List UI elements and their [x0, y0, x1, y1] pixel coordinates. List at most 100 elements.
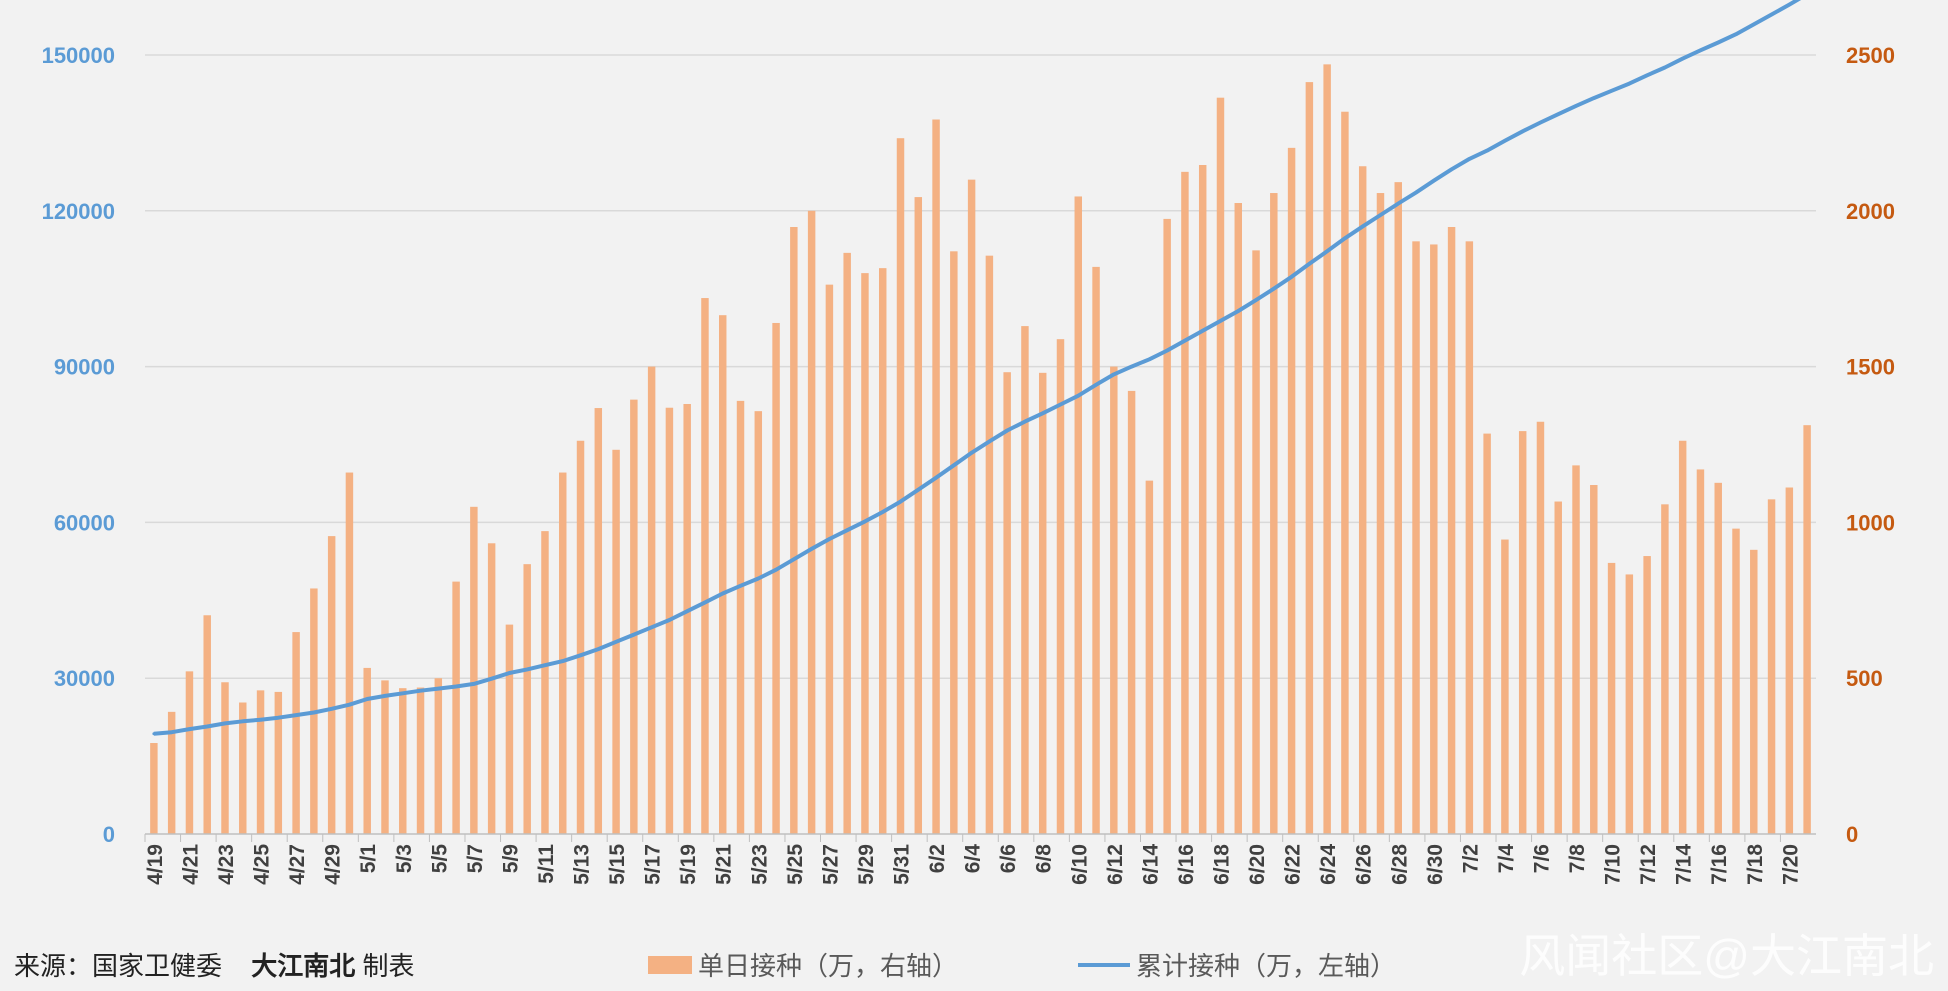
line-series: [152, 0, 1802, 736]
line-point: [1112, 372, 1116, 376]
bar: [345, 472, 354, 834]
bar: [185, 671, 194, 834]
bar: [878, 268, 887, 834]
bar: [1447, 227, 1456, 835]
bar: [1163, 218, 1171, 834]
legend-label-bar: 单日接种（万，右轴）: [698, 951, 959, 981]
bar: [1714, 482, 1722, 834]
line-point: [1059, 403, 1062, 406]
x-tick-label: 5/7: [464, 844, 487, 873]
y-left-tick-label: 0: [103, 822, 115, 847]
y-right-tick-label: 500: [1846, 666, 1883, 691]
x-tick-label: 5/3: [393, 844, 416, 873]
x-tick-label: 6/16: [1175, 844, 1198, 885]
bar: [541, 531, 549, 834]
x-tick-label: 7/14: [1673, 844, 1696, 885]
line-point: [1254, 298, 1258, 302]
bar: [825, 284, 834, 835]
y-right-tick-label: 2000: [1846, 199, 1895, 224]
x-tick-label: 5/29: [855, 844, 878, 885]
bar: [1732, 528, 1740, 834]
x-tick-label: 5/19: [677, 844, 700, 885]
line-point: [170, 730, 174, 734]
x-tick-label: 6/26: [1353, 844, 1376, 885]
line-point: [863, 519, 867, 523]
line-point: [152, 732, 156, 736]
legend-swatch-bar: [648, 955, 692, 974]
bar: [1465, 241, 1474, 835]
bar: [416, 687, 425, 834]
line-point: [419, 689, 422, 693]
line-point: [312, 711, 316, 714]
line-point: [1574, 104, 1578, 108]
cumulative-line: [153, 0, 1802, 736]
line-point: [721, 592, 725, 595]
x-tick-label: 7/6: [1530, 844, 1553, 873]
x-tick-label: 6/8: [1033, 844, 1056, 874]
chart-footer: 来源：国家卫健委 大江南北 制表 单日接种（万，右轴） 累计接种（万，左轴） 风…: [0, 930, 1948, 988]
bar: [576, 440, 585, 834]
line-point: [1485, 149, 1489, 153]
bar: [150, 743, 158, 834]
line-point: [1699, 48, 1702, 52]
y-right-tick-label: 2500: [1846, 43, 1895, 68]
x-tick-label: 6/2: [926, 844, 949, 873]
bar: [1127, 390, 1136, 834]
bar: [1074, 196, 1083, 834]
line-point: [934, 476, 938, 480]
bar: [701, 298, 709, 835]
bar: [1483, 433, 1491, 834]
legend-label-line: 累计接种（万，左轴）: [1136, 951, 1397, 981]
bar: [221, 682, 229, 834]
line-point: [330, 707, 334, 711]
line-point: [774, 568, 778, 572]
bar: [1501, 539, 1509, 834]
line-point: [756, 577, 760, 580]
bar: [754, 411, 763, 834]
bar: [559, 472, 567, 834]
line-point: [1290, 275, 1294, 279]
bar: [292, 632, 300, 834]
line-point: [383, 694, 387, 698]
line-point: [259, 718, 262, 722]
bar: [914, 197, 923, 834]
line-point: [490, 677, 494, 681]
line-point: [614, 640, 618, 644]
bar: [594, 408, 603, 834]
bar: [1625, 574, 1634, 834]
line-point: [1716, 41, 1720, 44]
bar: [1803, 425, 1811, 834]
x-tick-label: 6/14: [1139, 844, 1162, 885]
line-point: [970, 451, 974, 455]
line-point: [1343, 236, 1347, 240]
x-tick-label: 7/18: [1744, 844, 1767, 885]
x-tick-label: 5/17: [642, 844, 665, 885]
line-point: [1219, 319, 1222, 323]
line-point: [650, 625, 654, 629]
bar: [896, 138, 905, 834]
bar: [1234, 203, 1242, 834]
bar: [1270, 193, 1278, 834]
bar: [1643, 556, 1651, 834]
axes: 0 30000 60000 90000 120000 150000 0 500 1000 1500…: [42, 43, 1895, 885]
bar: [1341, 111, 1349, 835]
x-tick-label: 7/8: [1566, 844, 1589, 874]
bar: [1590, 485, 1598, 834]
line-point: [881, 510, 885, 514]
bar: [452, 581, 460, 834]
line-point: [1787, 3, 1791, 7]
legend-item-bar: 单日接种（万，右轴）: [648, 946, 958, 983]
bar: [1678, 440, 1687, 834]
x-tick-label: 6/4: [962, 844, 985, 874]
line-point: [1130, 365, 1134, 369]
x-tick-label: 5/11: [535, 844, 558, 884]
maker-suffix: 制表: [362, 951, 415, 981]
bar: [1572, 465, 1580, 834]
line-point: [916, 488, 920, 492]
x-tick-label: 5/21: [713, 844, 736, 885]
chart: 0 30000 60000 90000 120000 150000 0 500 1000 1500…: [42, 0, 1895, 885]
bar: [719, 315, 727, 834]
bar: [1412, 241, 1420, 835]
gridlines: [145, 54, 1816, 679]
bar: [327, 536, 336, 834]
